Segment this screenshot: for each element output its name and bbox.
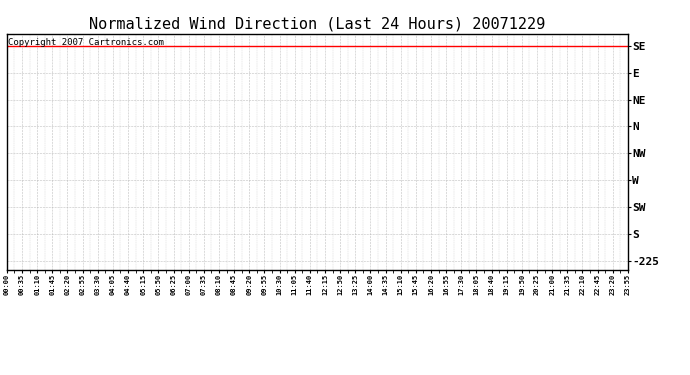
Title: Normalized Wind Direction (Last 24 Hours) 20071229: Normalized Wind Direction (Last 24 Hours… — [89, 16, 546, 31]
Text: Copyright 2007 Cartronics.com: Copyright 2007 Cartronics.com — [8, 39, 164, 48]
